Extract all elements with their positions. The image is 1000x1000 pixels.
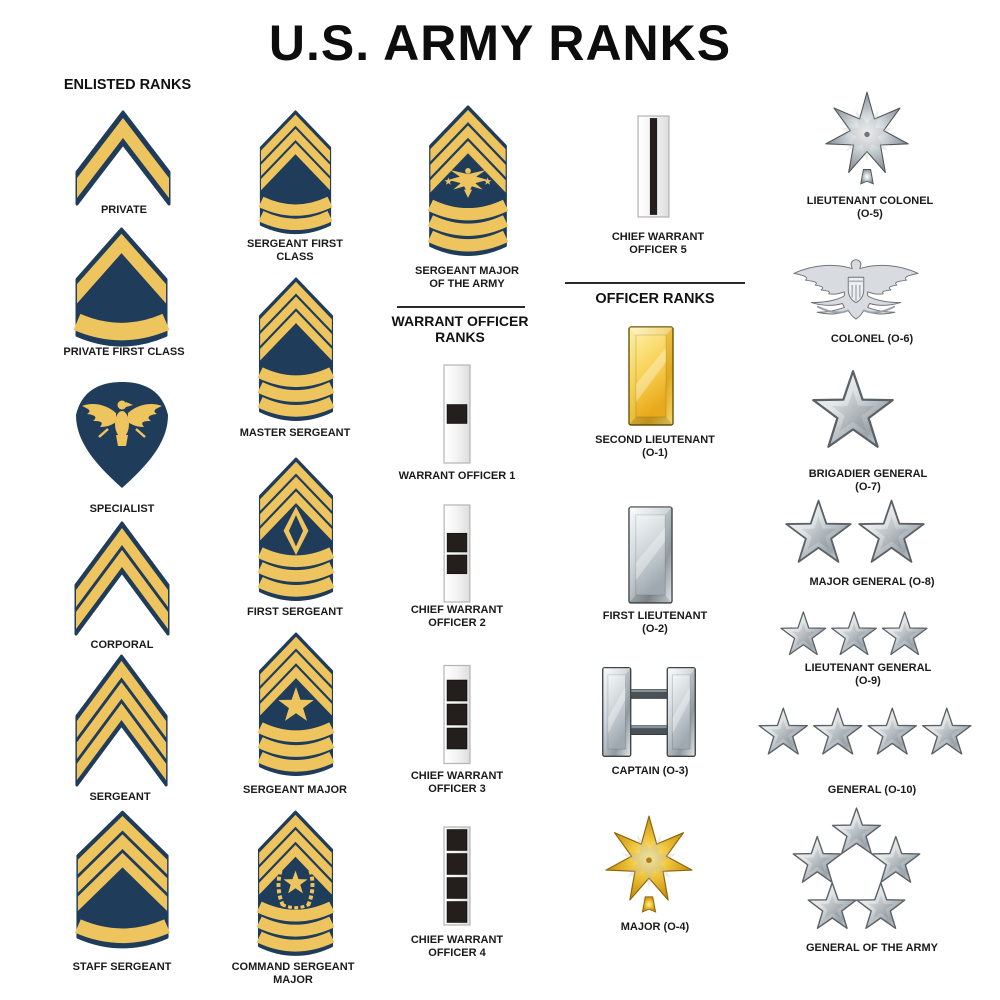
colonel-insignia-icon <box>793 259 919 320</box>
rank-item-private-first-class <box>73 227 170 349</box>
general-of-the-army-insignia-icon <box>792 807 921 929</box>
warrant-officer-1-label: WARRANT OFFICER 1 <box>398 470 516 482</box>
second-lieutenant-insignia-icon <box>628 326 674 426</box>
specialist-label: SPECIALIST <box>89 503 155 515</box>
chief-warrant-officer-3-insignia-icon <box>443 664 471 765</box>
sergeant-label: SERGEANT <box>89 791 151 803</box>
first-sergeant-label: FIRST SERGEANT <box>247 606 343 618</box>
lieutenant-general-label: LIEUTENANT GENERAL (O-9) <box>804 662 932 687</box>
private-label: PRIVATE <box>100 204 148 216</box>
major-general-label: MAJOR GENERAL (O-8) <box>809 576 935 588</box>
rank-item-sergeant-major-of-the-army <box>427 105 509 258</box>
lieutenant-colonel-insignia-icon <box>825 91 909 185</box>
command-sergeant-major-label: COMMAND SERGEANT MAJOR <box>231 961 355 986</box>
rank-item-general <box>756 706 974 761</box>
master-sergeant-insignia-icon <box>257 277 335 421</box>
brigadier-general-insignia-icon <box>812 370 894 448</box>
brigadier-general-label: BRIGADIER GENERAL (O-7) <box>808 468 928 493</box>
captain-insignia-icon <box>602 667 696 757</box>
major-insignia-icon <box>605 815 693 913</box>
staff-sergeant-label: STAFF SERGEANT <box>72 961 172 973</box>
sergeant-first-class-label: SERGEANT FIRST CLASS <box>247 238 343 263</box>
rank-item-first-lieutenant <box>628 506 673 604</box>
sergeant-major-label: SERGEANT MAJOR <box>243 784 347 796</box>
lieutenant-colonel-label: LIEUTENANT COLONEL (O-5) <box>806 195 934 220</box>
rank-item-general-of-the-army <box>784 806 929 941</box>
rank-item-major-general <box>782 498 928 571</box>
page-title: U.S. ARMY RANKS <box>268 15 732 71</box>
rank-item-brigadier-general <box>808 368 898 458</box>
private-insignia-icon <box>75 110 171 206</box>
rank-item-sergeant-first-class <box>258 110 333 236</box>
private-first-class-label: PRIVATE FIRST CLASS <box>63 346 185 358</box>
rank-item-colonel <box>788 252 924 322</box>
first-lieutenant-insignia-icon <box>628 506 673 604</box>
rank-item-captain <box>600 667 698 757</box>
rank-item-sergeant-major <box>257 632 335 778</box>
first-lieutenant-label: FIRST LIEUTENANT (O-2) <box>602 610 708 635</box>
chief-warrant-officer-2-insignia-icon <box>443 504 471 603</box>
warrant-officer-1-insignia-icon <box>443 364 471 464</box>
staff-sergeant-insignia-icon <box>74 810 171 949</box>
first-sergeant-insignia-icon <box>257 457 335 601</box>
corporal-insignia-icon <box>74 521 170 636</box>
rank-item-corporal <box>72 521 172 637</box>
sergeant-first-class-insignia-icon <box>258 110 333 235</box>
rank-item-staff-sergeant <box>74 810 171 951</box>
master-sergeant-label: MASTER SERGEANT <box>239 427 351 439</box>
general-of-the-army-label: GENERAL OF THE ARMY <box>805 942 938 954</box>
chief-warrant-officer-5-insignia-icon <box>637 115 670 218</box>
chief-warrant-officer-2-label: CHIEF WARRANT OFFICER 2 <box>410 604 504 629</box>
rank-item-private <box>73 110 173 207</box>
rank-item-lieutenant-general <box>778 610 930 661</box>
chief-warrant-officer-5-label: CHIEF WARRANT OFFICER 5 <box>611 231 705 256</box>
chief-warrant-officer-3-label: CHIEF WARRANT OFFICER 3 <box>410 770 504 795</box>
specialist-insignia-icon <box>76 382 168 488</box>
rank-item-specialist <box>72 377 172 491</box>
warrant-section-divider <box>397 306 525 308</box>
officer-section-divider <box>565 282 745 284</box>
sergeant-major-insignia-icon <box>257 632 335 776</box>
officer-ranks-header: OFFICER RANKS <box>595 291 715 307</box>
warrant-officer-ranks-header: WARRANT OFFICER RANKS <box>391 313 529 345</box>
colonel-label: COLONEL (O-6) <box>830 333 914 345</box>
rank-item-warrant-officer-1 <box>443 364 471 464</box>
rank-item-sergeant <box>73 654 170 788</box>
sergeant-insignia-icon <box>75 654 168 787</box>
command-sergeant-major-insignia-icon <box>256 810 335 956</box>
second-lieutenant-label: SECOND LIEUTENANT (O-1) <box>595 434 715 459</box>
rank-item-chief-warrant-officer-3 <box>443 664 471 765</box>
sergeant-major-of-the-army-insignia-icon <box>427 105 509 256</box>
rank-item-master-sergeant <box>257 277 335 423</box>
private-first-class-insignia-icon <box>73 227 170 347</box>
rank-item-major <box>602 814 696 914</box>
rank-item-chief-warrant-officer-5 <box>637 115 670 218</box>
rank-item-lieutenant-colonel <box>822 90 912 186</box>
general-label: GENERAL (O-10) <box>827 784 917 796</box>
general-insignia-icon <box>758 707 972 755</box>
rank-item-chief-warrant-officer-4 <box>443 826 471 926</box>
chief-warrant-officer-4-label: CHIEF WARRANT OFFICER 4 <box>410 934 504 959</box>
rank-item-command-sergeant-major <box>256 810 335 958</box>
rank-item-second-lieutenant <box>628 326 674 426</box>
enlisted-ranks-header: ENLISTED RANKS <box>63 77 192 93</box>
major-label: MAJOR (O-4) <box>620 921 690 933</box>
chief-warrant-officer-4-insignia-icon <box>443 826 471 926</box>
captain-label: CAPTAIN (O-3) <box>611 765 689 777</box>
lieutenant-general-insignia-icon <box>780 611 928 656</box>
major-general-insignia-icon <box>785 499 925 563</box>
sergeant-major-of-the-army-label: SERGEANT MAJOR OF THE ARMY <box>415 265 519 290</box>
corporal-label: CORPORAL <box>90 639 154 651</box>
rank-item-first-sergeant <box>257 457 335 603</box>
rank-item-chief-warrant-officer-2 <box>443 504 471 603</box>
